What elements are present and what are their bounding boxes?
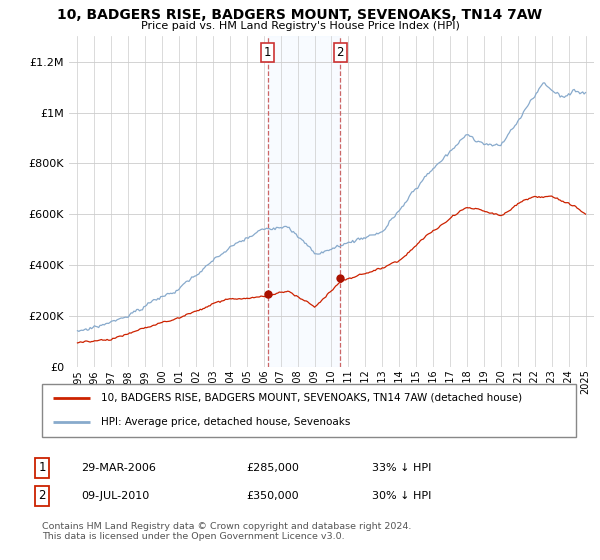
Text: 1: 1 [38, 461, 46, 474]
Text: Contains HM Land Registry data © Crown copyright and database right 2024.
This d: Contains HM Land Registry data © Crown c… [42, 522, 412, 542]
Text: £285,000: £285,000 [246, 463, 299, 473]
Text: 1: 1 [264, 46, 271, 59]
Text: 10, BADGERS RISE, BADGERS MOUNT, SEVENOAKS, TN14 7AW: 10, BADGERS RISE, BADGERS MOUNT, SEVENOA… [58, 8, 542, 22]
Text: HPI: Average price, detached house, Sevenoaks: HPI: Average price, detached house, Seve… [101, 417, 350, 427]
Text: £350,000: £350,000 [246, 491, 299, 501]
Text: 2: 2 [337, 46, 344, 59]
Text: 30% ↓ HPI: 30% ↓ HPI [372, 491, 431, 501]
Text: 09-JUL-2010: 09-JUL-2010 [81, 491, 149, 501]
FancyBboxPatch shape [42, 384, 576, 437]
Text: 33% ↓ HPI: 33% ↓ HPI [372, 463, 431, 473]
Text: 29-MAR-2006: 29-MAR-2006 [81, 463, 156, 473]
Text: 2: 2 [38, 489, 46, 502]
Text: 10, BADGERS RISE, BADGERS MOUNT, SEVENOAKS, TN14 7AW (detached house): 10, BADGERS RISE, BADGERS MOUNT, SEVENOA… [101, 393, 522, 403]
Text: Price paid vs. HM Land Registry's House Price Index (HPI): Price paid vs. HM Land Registry's House … [140, 21, 460, 31]
Bar [268, 36, 340, 367]
